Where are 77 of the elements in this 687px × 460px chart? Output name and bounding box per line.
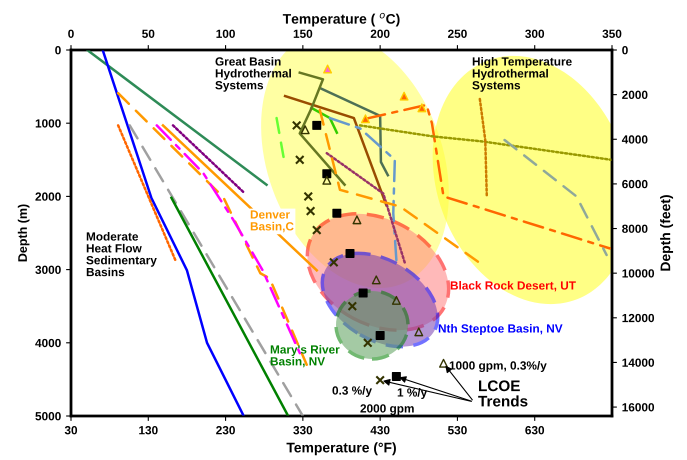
point [332, 208, 342, 218]
y-axis-title: Depth (m) [18, 204, 30, 262]
point [322, 169, 332, 178]
x2-tick-label: 300 [525, 30, 544, 38]
y-tick-label: 5000 [35, 412, 61, 420]
x2-tick-label: 50 [142, 30, 154, 38]
annotation: Moderate Heat Flow Sedimentary Basins [86, 232, 157, 276]
point [439, 358, 448, 368]
y2-tick-label: 0 [622, 46, 628, 54]
y-tick-label: 1000 [36, 119, 61, 128]
point [375, 375, 385, 385]
x2-axis-title: Temperature ( $^{o}$C) [282, 12, 400, 27]
annotation: 0.3 %/y [332, 386, 372, 398]
line-series [358, 124, 612, 162]
x-axis-title: Temperature (°F) [286, 442, 396, 456]
y2-tick-label: 16000 [622, 403, 654, 412]
line-series [328, 116, 398, 262]
point [362, 338, 373, 348]
x-tick-label: 330 [293, 426, 312, 434]
point [376, 330, 385, 340]
point [322, 176, 332, 185]
point [300, 125, 310, 134]
point [303, 192, 314, 202]
x-tick-label: 530 [448, 426, 467, 434]
point [328, 257, 339, 268]
line-series [318, 86, 390, 176]
y-tick-label: 0 [55, 46, 61, 54]
y2-tick-label: 10000 [622, 269, 654, 278]
point [294, 154, 305, 165]
y2-tick-label: 8000 [622, 224, 648, 233]
point [392, 296, 401, 305]
y-tick-label: 4000 [35, 338, 61, 348]
point [392, 372, 401, 381]
annotation: High Temperature Hydrothermal Systems [472, 57, 572, 92]
y2-tick-label: 6000 [622, 180, 648, 188]
annotation: Black Rock Desert, UT [450, 281, 576, 292]
y2-axis-title: Depth (feet) [660, 195, 674, 271]
point [292, 120, 302, 130]
point [414, 327, 424, 336]
line-series [318, 108, 482, 264]
x-tick-label: 30 [64, 426, 78, 434]
y2-tick-label: 14000 [622, 358, 654, 367]
x2-tick-label: 200 [370, 30, 390, 38]
point [400, 92, 409, 101]
point [323, 64, 332, 74]
annotation: 1 %/y [398, 388, 428, 400]
x-tick-label: 230 [216, 426, 235, 434]
x2-tick-label: 250 [448, 30, 467, 38]
y-tick-label: 3000 [35, 266, 61, 274]
x2-tick-label: 350 [602, 30, 622, 38]
line-series [298, 71, 346, 186]
x-tick-label: 130 [139, 426, 158, 434]
annotation: 2000 gpm [360, 404, 414, 416]
point [312, 225, 322, 235]
x2-tick-label: 0 [68, 30, 74, 38]
point [346, 248, 354, 258]
point [358, 288, 368, 298]
y2-tick-label: 4000 [622, 135, 648, 144]
x-tick-label: 630 [525, 426, 544, 434]
point [352, 215, 362, 224]
y-tick-label: 2000 [35, 192, 61, 201]
x-tick-label: 430 [370, 426, 390, 434]
annotation: Nth Steptoe Basin, NV [438, 324, 563, 336]
point [417, 103, 426, 112]
y2-tick-label: 2000 [622, 90, 648, 100]
annotation: 1000 gpm, 0.3%/y [450, 361, 547, 372]
annotation: Great Basin Hydrothermal Systems [215, 57, 291, 92]
point [372, 275, 381, 284]
annotation: LCOE Trends [478, 380, 528, 407]
point [306, 206, 316, 216]
point [312, 120, 322, 130]
point [347, 301, 358, 312]
annotation: Denver Basin,C [250, 210, 294, 232]
x2-tick-label: 100 [216, 30, 235, 38]
y2-tick-label: 12000 [622, 314, 654, 322]
x2-tick-label: 150 [294, 30, 312, 38]
point [360, 114, 370, 124]
